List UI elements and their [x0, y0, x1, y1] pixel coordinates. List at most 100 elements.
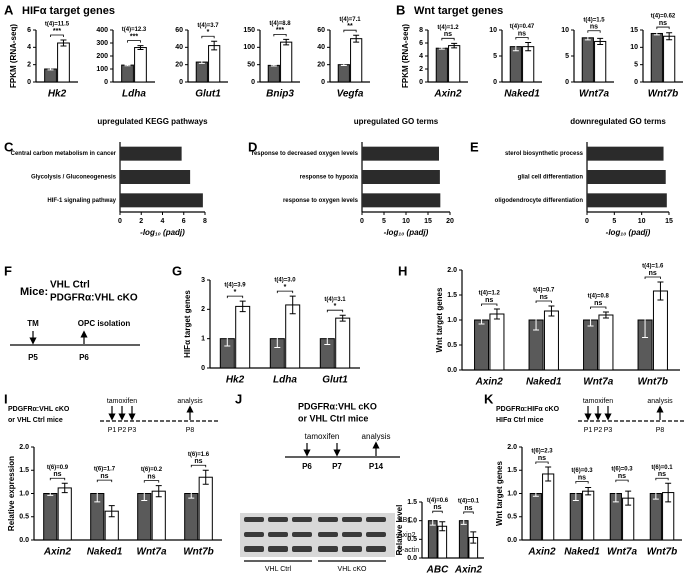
bar [184, 493, 199, 541]
category-label: Naked1 [87, 547, 123, 558]
category-label: Naked1 [564, 547, 600, 558]
event: analysis [362, 432, 391, 441]
x-tick-label: 2 [139, 218, 143, 225]
bar [522, 46, 535, 83]
error-bar [612, 484, 619, 503]
error-bar [572, 486, 579, 501]
significance: ns [147, 473, 155, 480]
error-bar [512, 41, 519, 52]
y-tick-label: 300 [96, 40, 108, 47]
bar [582, 490, 595, 541]
error-bar [188, 488, 195, 499]
bar [335, 317, 351, 369]
bar [134, 47, 147, 83]
significance-bracket [481, 303, 498, 306]
y-axis-label: Wnt target genes [435, 287, 444, 352]
y-tick-label: 50 [247, 62, 255, 69]
bar [208, 45, 221, 83]
day: P6 [302, 462, 312, 471]
significance-bracket [656, 26, 670, 30]
error-bar [665, 482, 672, 503]
error-bar [339, 314, 346, 322]
stat-label: t(4)=7.1 [339, 17, 361, 23]
y-tick-label: 0.5 [407, 536, 417, 543]
error-bar [533, 309, 540, 331]
bar [581, 37, 594, 83]
x-tick-label: 0 [118, 218, 122, 225]
x-tick-label: 4 [161, 218, 165, 225]
error-bar [270, 64, 277, 67]
significance: ns [540, 294, 548, 301]
day: P1 [584, 427, 593, 434]
y-tick-label: 40 [175, 44, 183, 51]
significance: ns [100, 473, 108, 480]
y-tick-label: 6 [27, 27, 31, 34]
significance-bracket [49, 477, 66, 481]
category-label: glial cell differentiation [518, 175, 584, 181]
stat-label: t(4)=3.7 [197, 23, 219, 29]
x-axis-label: -log₁₀ (padj) [606, 228, 651, 237]
category-label: Ldha [122, 89, 146, 100]
y-tick-label: 20 [317, 62, 325, 69]
y-axis-label: Wnt target genes [495, 461, 504, 526]
error-bar [61, 482, 68, 494]
y-tick-label: 100 [96, 66, 108, 73]
significance-bracket [463, 511, 474, 514]
bar [529, 493, 542, 541]
category-label: HIF-1 signaling pathway [47, 198, 116, 204]
significance-bracket [535, 461, 549, 464]
error-bar [274, 329, 281, 348]
category-label: ABC [426, 565, 449, 576]
significance-bracket [50, 34, 64, 37]
error-bar [198, 60, 205, 64]
significance: ns [578, 474, 586, 481]
y-tick-label: 2 [27, 62, 31, 69]
stat-label: t(6)=1.6 [188, 452, 210, 458]
significance-bracket [276, 290, 294, 294]
stat-label: t(4)=0.6 [427, 498, 449, 504]
stat-label: t(6)=0.9 [47, 465, 69, 471]
significance-bracket [615, 479, 629, 483]
y-tick-label: 5 [634, 62, 638, 69]
bar [489, 313, 505, 371]
bar [195, 61, 208, 83]
panel-letter: D [248, 139, 257, 154]
stat-label: t(4)=11.5 [45, 22, 70, 28]
bar [337, 64, 350, 83]
bar [120, 146, 182, 161]
stat-label: t(6)=0.1 [651, 465, 673, 471]
stat-label: t(6)=0.3 [571, 468, 593, 474]
y-tick-label: 0 [201, 365, 205, 372]
significance-bracket [655, 477, 669, 481]
y-axis-label: HIFα target genes [183, 290, 192, 358]
panel-letter: H [398, 263, 407, 278]
bar [362, 170, 440, 184]
significance-bracket [515, 37, 529, 40]
x-tick-label: 8 [203, 218, 207, 225]
error-bar [108, 505, 115, 518]
panel-title: HIFα target genes [22, 5, 115, 17]
y-tick-label: 2.0 [447, 267, 457, 274]
significance-bracket [127, 40, 141, 43]
error-bar [597, 37, 604, 46]
significance-bracket [441, 37, 455, 41]
bar [543, 310, 559, 371]
event: analysis [177, 398, 203, 405]
x-tick-label: 5 [612, 218, 616, 225]
bar [120, 170, 191, 184]
significance: ns [464, 505, 472, 512]
significance: * [234, 289, 237, 296]
day: P8 [186, 427, 195, 434]
y-tick-label: 2 [419, 66, 423, 73]
category-label: Axin2 [527, 547, 556, 558]
y-tick-label: 15 [630, 27, 638, 34]
y-axis-label: FPKM (RNA-seq) [401, 24, 410, 88]
category-label: response to oxygen levels [283, 198, 359, 204]
category-label: Vegfa [337, 89, 364, 100]
y-tick-label: 3 [201, 277, 205, 284]
y-tick-label: 0.0 [19, 537, 29, 544]
bar [652, 290, 668, 371]
category-label: Wnt7a [579, 89, 609, 100]
stat-label: t(4)=3.1 [324, 297, 346, 303]
blot-label: Axin2 [398, 532, 416, 539]
